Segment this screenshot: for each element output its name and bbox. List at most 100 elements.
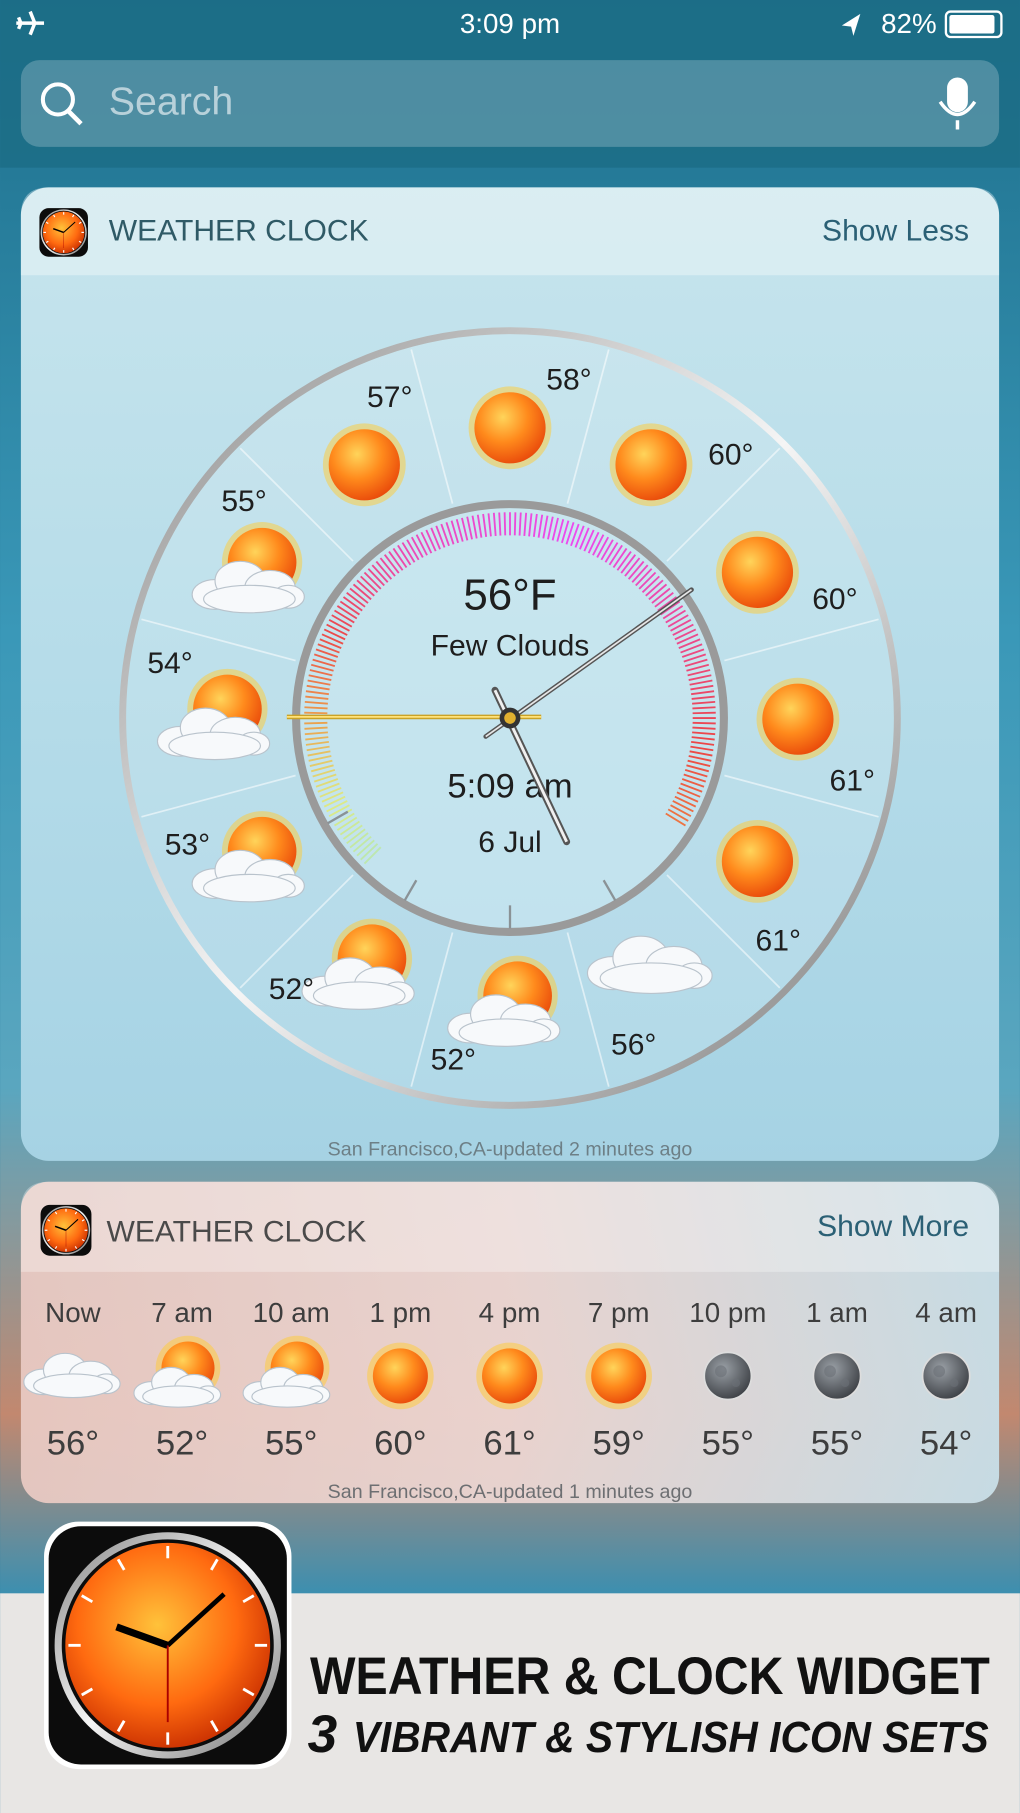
dial-divider <box>724 618 879 662</box>
temperature-arc-tick <box>379 557 396 577</box>
temperature-arc-tick <box>654 592 674 608</box>
widget-title: WEATHER CLOCK <box>106 1216 366 1249</box>
forecast-temperature: 60° <box>374 1424 426 1462</box>
forecast-temperature: 55° <box>811 1424 863 1462</box>
icon-hand <box>52 227 64 234</box>
temperature-arc-tick <box>523 512 528 536</box>
temperature-arc-tick <box>686 663 710 672</box>
dial-temperature: 60° <box>812 583 857 616</box>
temperature-arc-tick <box>627 560 645 580</box>
temperature-arc-tick <box>326 623 348 636</box>
temperature-arc-tick <box>692 726 716 730</box>
temperature-arc-tick <box>604 542 619 563</box>
dial-divider <box>410 932 454 1087</box>
temperature-arc-tick <box>532 513 538 538</box>
search-bar[interactable]: Search <box>20 60 1000 147</box>
temperature-arc-tick <box>349 832 369 849</box>
icon-ring <box>40 209 87 256</box>
temperature-arc-tick <box>579 527 590 550</box>
temperature-arc-tick <box>692 721 716 725</box>
temperature-arc-tick <box>309 759 333 767</box>
sun <box>591 1348 647 1404</box>
temperature-arc-tick <box>596 536 610 558</box>
temperature-arc-tick <box>676 633 699 645</box>
dial-temperature: 52° <box>269 973 314 1006</box>
temperature-arc-tick <box>406 539 420 561</box>
temperature-arc-tick <box>342 824 363 840</box>
search-icon-handle <box>66 109 83 126</box>
temperature-arc-tick <box>587 531 600 554</box>
widget-footer: San Francisco,CA-updated 1 minutes ago <box>328 1481 693 1503</box>
temperature-arc-tick <box>319 638 342 649</box>
hourly-forecast: Now 56° 7 am 52° 10 am 55° 1 pm 60° 4 pm 61° 7 pm 5… <box>23 1297 977 1462</box>
clock-date: 6 Jul <box>478 826 541 859</box>
temperature-arc-tick <box>328 804 350 818</box>
icon-tick <box>210 1558 219 1571</box>
temperature-arc-tick <box>678 638 701 649</box>
temperature-arc-tick <box>307 750 331 757</box>
temperature-arc-tick <box>570 523 580 547</box>
icon-tick <box>74 1246 78 1249</box>
temperature-arc-tick <box>363 846 382 865</box>
widget-header <box>20 187 1000 276</box>
temperature-arc-tick <box>315 778 339 788</box>
icon-hand <box>63 221 76 233</box>
temperature-arc-tick <box>687 669 711 677</box>
icon-hand <box>65 1218 79 1231</box>
temperature-arc-tick <box>537 514 544 538</box>
temperature-arc-tick <box>651 587 671 604</box>
cloud <box>203 873 296 903</box>
temperature-arc-tick <box>336 605 358 620</box>
icon-tick <box>45 240 49 244</box>
temperature-arc-tick <box>498 512 502 536</box>
temperature-arc-tick <box>681 648 705 658</box>
search-placeholder[interactable]: Search <box>109 79 234 123</box>
app-icon <box>40 1204 92 1256</box>
temperature-arc-tick <box>592 534 605 556</box>
temperature-arc-tick <box>686 764 710 773</box>
temperature-arc-tick <box>310 663 334 672</box>
icon-tick <box>45 221 49 225</box>
temperature-arc-tick <box>518 512 522 536</box>
forecast-time: Now <box>45 1297 101 1328</box>
battery-outline <box>944 10 1003 39</box>
temperature-arc-tick <box>670 619 692 632</box>
dial-temperature: 56° <box>611 1028 656 1061</box>
temperature-arc-tick <box>583 529 595 552</box>
temperature-arc-tick <box>681 778 705 788</box>
temperature-arc-tick <box>692 700 716 705</box>
icon-tick <box>78 221 82 225</box>
forecast-time: 1 pm <box>370 1297 432 1328</box>
temperature-arc-tick <box>313 653 337 663</box>
search-field[interactable] <box>20 60 1000 147</box>
temperature-arc-tick <box>315 648 339 658</box>
temperature-arc-tick <box>309 669 333 677</box>
temperature-arc-tick <box>323 795 346 808</box>
temperature-arc-tick <box>631 564 649 583</box>
airplane-icon <box>16 10 45 36</box>
battery-level <box>949 15 995 34</box>
icon-tick <box>54 1246 58 1249</box>
temperature-arc-tick <box>641 575 660 593</box>
show-more-button[interactable]: Show More <box>817 1210 969 1243</box>
temperature-arc-tick <box>551 517 559 541</box>
mic-icon[interactable] <box>947 77 968 113</box>
show-less-button[interactable]: Show Less <box>822 214 969 247</box>
temperature-arc-tick <box>648 583 668 601</box>
temperature-arc-tick <box>317 782 340 793</box>
temperature-arc-tick <box>482 513 488 538</box>
dial-temperature: 61° <box>830 765 875 798</box>
temperature-arc-tick <box>305 740 329 746</box>
temperature-arc-tick <box>624 557 641 577</box>
temperature-arc-tick <box>556 518 565 542</box>
temperature-arc-tick <box>312 769 336 778</box>
temperature-arc-tick <box>487 513 492 537</box>
cloud <box>312 981 406 1010</box>
banner-headline: WEATHER & CLOCK WIDGET <box>310 1647 990 1706</box>
dial-divider <box>410 349 454 504</box>
dial-temperature: 60° <box>708 439 753 472</box>
banner-tagline: VIBRANT & STYLISH ICON SETS <box>353 1713 989 1762</box>
temperature-arc-tick <box>326 800 348 813</box>
forecast-temperature: 55° <box>265 1424 317 1462</box>
